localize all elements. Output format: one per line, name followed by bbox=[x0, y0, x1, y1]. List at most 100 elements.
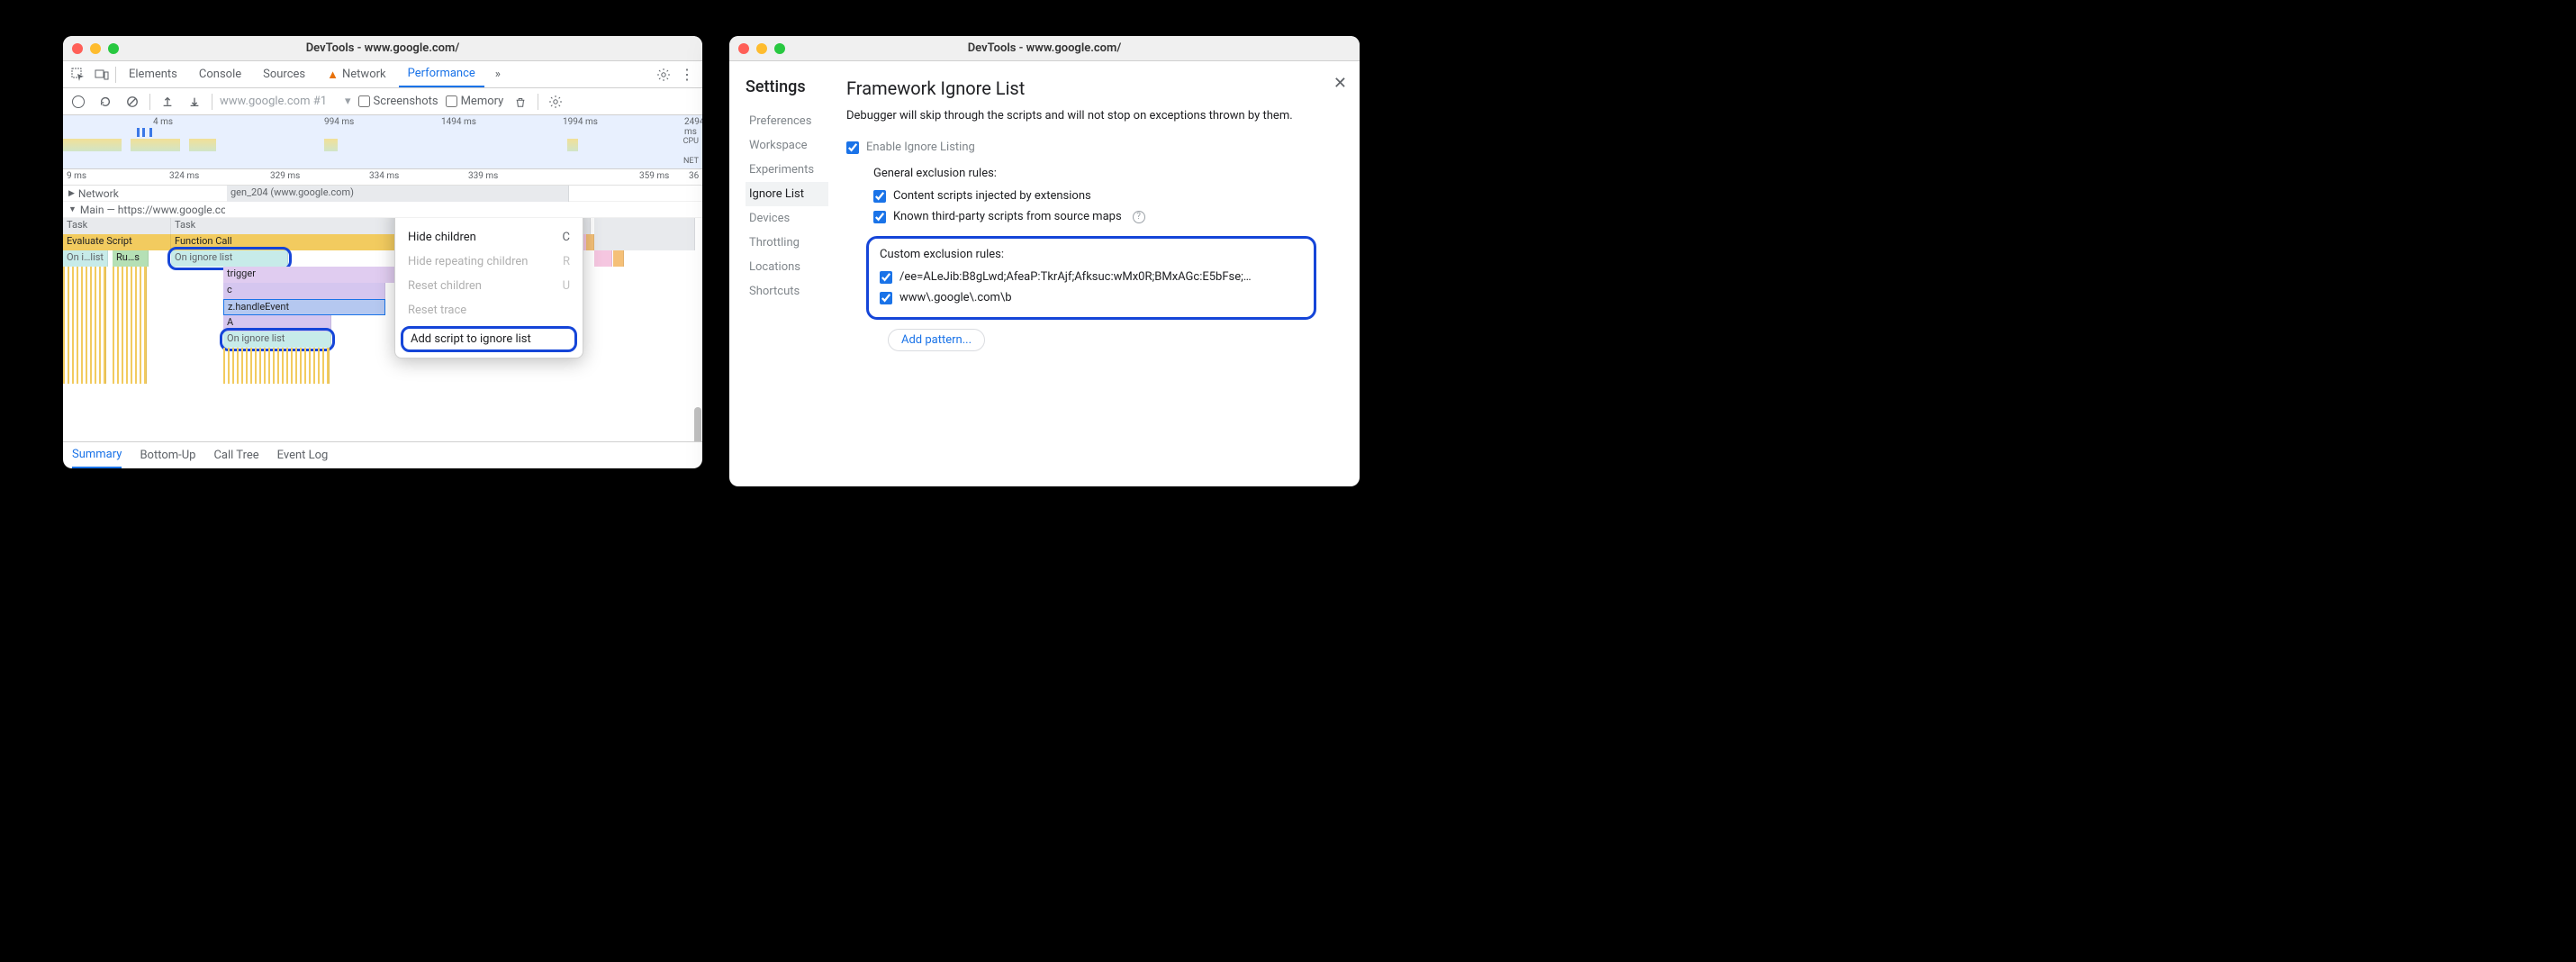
flame-bar-selected[interactable]: z.handleEvent bbox=[223, 299, 385, 315]
overview-activity bbox=[63, 139, 122, 151]
flame-bar-ignore[interactable]: On ignore list bbox=[171, 250, 288, 267]
gear-icon[interactable] bbox=[654, 65, 673, 85]
flame-ruler[interactable]: 9 ms 324 ms 329 ms 334 ms 339 ms 359 ms … bbox=[63, 169, 702, 186]
flame-bar-ignore[interactable]: On i…list bbox=[63, 250, 108, 267]
flame-bar[interactable] bbox=[594, 234, 695, 250]
overview-activity bbox=[131, 139, 180, 151]
add-pattern-button[interactable]: Add pattern... bbox=[888, 329, 985, 351]
nav-ignore-list[interactable]: Ignore List bbox=[746, 182, 828, 206]
overview-marker bbox=[149, 128, 152, 137]
help-icon[interactable]: ? bbox=[1133, 211, 1145, 223]
minimize-window-button[interactable] bbox=[90, 43, 101, 54]
gc-icon[interactable] bbox=[511, 92, 530, 112]
record-button[interactable] bbox=[68, 92, 88, 112]
tab-bottom-up[interactable]: Bottom-Up bbox=[140, 442, 195, 468]
tab-network[interactable]: ▲ Network bbox=[318, 61, 394, 87]
tab-summary[interactable]: Summary bbox=[72, 442, 122, 468]
overview-activity bbox=[567, 139, 578, 151]
close-window-button[interactable] bbox=[72, 43, 83, 54]
clear-button[interactable] bbox=[122, 92, 142, 112]
settings-nav: Settings Preferences Workspace Experimen… bbox=[729, 61, 837, 486]
menu-hide-function[interactable]: Hide function H bbox=[395, 218, 583, 225]
upload-icon[interactable] bbox=[158, 92, 177, 112]
reload-button[interactable] bbox=[95, 92, 115, 112]
chevron-down-icon: ▾ bbox=[345, 95, 351, 108]
ruler-tick: 339 ms bbox=[468, 171, 498, 181]
custom-rule-2-checkbox[interactable]: www\.google\.com\b bbox=[880, 287, 1305, 308]
maximize-window-button[interactable] bbox=[108, 43, 119, 54]
window-title: DevTools - www.google.com/ bbox=[63, 41, 702, 55]
devtools-performance-window: DevTools - www.google.com/ Elements Cons… bbox=[63, 36, 702, 468]
flame-bar[interactable]: A bbox=[223, 315, 331, 331]
flame-chart[interactable]: Task Task Evaluate Script Function Call … bbox=[63, 218, 702, 441]
tab-performance[interactable]: Performance bbox=[399, 61, 484, 87]
overview-tick: 1994 ms bbox=[563, 117, 598, 127]
overview-tick: 4 ms bbox=[153, 117, 173, 127]
network-track-header[interactable]: ▶Network gen_204 (www.google.com) client… bbox=[63, 186, 702, 202]
flame-bar-evaluate[interactable]: Evaluate Script bbox=[63, 234, 171, 250]
ruler-tick: 36 bbox=[689, 171, 699, 181]
tab-console[interactable]: Console bbox=[190, 61, 250, 87]
kebab-menu-icon[interactable]: ⋮ bbox=[677, 65, 697, 85]
third-party-checkbox[interactable]: Known third-party scripts from source ma… bbox=[873, 206, 1316, 227]
nav-locations[interactable]: Locations bbox=[746, 255, 828, 279]
memory-checkbox[interactable]: Memory bbox=[446, 95, 504, 108]
flame-ghost bbox=[63, 267, 106, 384]
content-scripts-checkbox[interactable]: Content scripts injected by extensions bbox=[873, 186, 1316, 206]
tab-event-log[interactable]: Event Log bbox=[277, 442, 329, 468]
nav-shortcuts[interactable]: Shortcuts bbox=[746, 279, 828, 304]
nav-throttling[interactable]: Throttling bbox=[746, 231, 828, 255]
context-menu[interactable]: Hide function H Hide children C Hide rep… bbox=[394, 218, 583, 358]
tab-elements[interactable]: Elements bbox=[120, 61, 186, 87]
general-rules-heading: General exclusion rules: bbox=[873, 167, 1316, 180]
settings-gear-icon[interactable] bbox=[546, 92, 565, 112]
device-icon[interactable] bbox=[92, 65, 112, 85]
timeline-overview[interactable]: 4 ms 994 ms 1494 ms 1994 ms 2494 ms CPU … bbox=[63, 115, 702, 169]
flame-bar-ignore[interactable]: On ignore list bbox=[223, 331, 331, 348]
recording-select[interactable]: www.google.com #1 ▾ bbox=[220, 95, 351, 108]
network-request-bar[interactable]: gen_204 (www.google.com) bbox=[227, 186, 569, 202]
nav-preferences[interactable]: Preferences bbox=[746, 109, 828, 133]
vertical-scrollbar[interactable] bbox=[694, 407, 701, 441]
download-icon[interactable] bbox=[185, 92, 204, 112]
titlebar[interactable]: DevTools - www.google.com/ bbox=[729, 36, 1360, 61]
close-window-button[interactable] bbox=[738, 43, 749, 54]
page-description: Debugger will skip through the scripts a… bbox=[846, 108, 1316, 124]
nav-devices[interactable]: Devices bbox=[746, 206, 828, 231]
cpu-label: CPU bbox=[683, 137, 699, 146]
flame-bar[interactable]: c bbox=[223, 283, 385, 299]
flame-bar[interactable] bbox=[594, 250, 612, 267]
custom-rule-1-checkbox[interactable]: /ee=ALeJib:B8gLwd;AfeaP:TkrAjf;Afksuc:wM… bbox=[880, 267, 1305, 287]
titlebar[interactable]: DevTools - www.google.com/ bbox=[63, 36, 702, 61]
inspect-icon[interactable] bbox=[68, 65, 88, 85]
close-icon[interactable]: ✕ bbox=[1333, 74, 1347, 93]
more-tabs-icon[interactable]: » bbox=[488, 65, 508, 85]
enable-ignore-checkbox[interactable]: Enable Ignore Listing bbox=[846, 137, 1316, 158]
window-title: DevTools - www.google.com/ bbox=[729, 41, 1360, 55]
minimize-window-button[interactable] bbox=[756, 43, 767, 54]
menu-item-label: Hide children bbox=[408, 231, 476, 244]
tab-sources[interactable]: Sources bbox=[254, 61, 314, 87]
nav-experiments[interactable]: Experiments bbox=[746, 158, 828, 182]
tab-call-tree[interactable]: Call Tree bbox=[213, 442, 258, 468]
ruler-tick: 359 ms bbox=[639, 171, 669, 181]
traffic-lights bbox=[738, 43, 785, 54]
menu-add-to-ignore-list[interactable]: Add script to ignore list bbox=[401, 326, 577, 352]
network-track-label: Network bbox=[78, 187, 119, 200]
flame-bar[interactable]: Ru…s bbox=[113, 250, 149, 267]
flame-bar[interactable] bbox=[586, 234, 594, 250]
flame-bar-task[interactable]: Task bbox=[63, 218, 171, 234]
menu-hide-repeating: Hide repeating children R bbox=[395, 250, 583, 274]
menu-reset-children: Reset children U bbox=[395, 274, 583, 298]
menu-item-shortcut: C bbox=[563, 231, 570, 244]
screenshots-checkbox[interactable]: Screenshots bbox=[358, 95, 438, 108]
overview-activity bbox=[324, 139, 338, 151]
flame-bar[interactable] bbox=[613, 250, 624, 267]
nav-workspace[interactable]: Workspace bbox=[746, 133, 828, 158]
menu-hide-children[interactable]: Hide children C bbox=[395, 225, 583, 250]
maximize-window-button[interactable] bbox=[774, 43, 785, 54]
flame-bar[interactable] bbox=[594, 218, 695, 234]
menu-item-shortcut: U bbox=[563, 279, 570, 293]
main-track-header[interactable]: ▼Main — https://www.google.com/ bbox=[63, 202, 702, 218]
overview-tick: 994 ms bbox=[324, 117, 354, 127]
